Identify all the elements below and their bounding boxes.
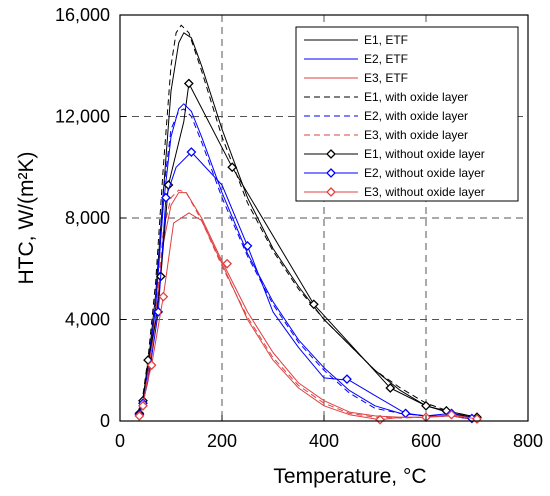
legend-label-e2-without-oxide-layer: E2, without oxide layer (364, 166, 485, 180)
y-tick-label: 16,000 (55, 5, 110, 25)
series-line (137, 32, 478, 419)
legend: E1, ETF E2, ETF E3, ETF E1, with oxide laye… (295, 26, 519, 202)
x-axis-unit: °C (403, 465, 427, 488)
legend-label-e1-with-oxide-layer: E1, with oxide layer (364, 90, 468, 104)
legend-label-e3-etf: E3, ETF (364, 71, 408, 85)
series-e2-etf (137, 103, 467, 419)
data-point-marker (186, 147, 197, 157)
legend-label-e2-etf: E2, ETF (364, 52, 408, 66)
data-point-marker (385, 383, 396, 393)
legend-label-e3-without-oxide-layer: E3, without oxide layer (364, 185, 485, 199)
data-point-marker (138, 400, 148, 411)
x-tick-label: 800 (513, 431, 543, 451)
data-point-marker (242, 240, 253, 251)
y-tick-label: 12,000 (55, 107, 110, 127)
data-point-marker (227, 162, 238, 173)
data-point-marker (342, 374, 352, 385)
y-tick-label: 0 (100, 411, 110, 431)
data-point-marker (375, 414, 386, 425)
series-group (134, 24, 482, 425)
x-tick-label: 200 (207, 431, 237, 451)
data-point-marker (158, 291, 169, 302)
data-point-marker (308, 299, 319, 310)
data-point-marker (326, 168, 336, 178)
data-point-marker (421, 400, 431, 411)
x-tick-label: 600 (411, 431, 441, 451)
y-tick-label: 4,000 (65, 310, 110, 330)
series-e2-with-oxide-layer (137, 108, 467, 419)
x-tick-label: 400 (309, 431, 339, 451)
x-axis-title: Temperature, °C (273, 465, 426, 488)
data-point-marker (446, 409, 457, 420)
y-tick-label: 8,000 (65, 208, 110, 228)
series-line (137, 103, 467, 419)
data-point-marker (146, 360, 157, 371)
y-axis-title: HTC, W/(m²K) (15, 152, 38, 285)
x-axis-title-text: Temperature, (273, 465, 403, 488)
series-e3-without-oxide-layer (134, 212, 482, 425)
data-point-marker (326, 187, 336, 197)
series-e1-with-oxide-layer (137, 24, 478, 418)
data-point-marker (326, 149, 336, 159)
data-point-marker (134, 411, 145, 421)
legend-label-e1-without-oxide-layer: E1, without oxide layer (364, 147, 485, 161)
data-point-marker (183, 78, 194, 89)
x-tick-label: 0 (115, 431, 125, 451)
legend-label-e2-with-oxide-layer: E2, with oxide layer (364, 109, 468, 123)
axis-ticks: 0 200 400 600 800 0 4,000 8,000 12,000 16,000 (55, 5, 543, 451)
legend-label-e3-with-oxide-layer: E3, with oxide layer (364, 128, 468, 142)
data-point-marker (222, 258, 233, 269)
series-line (138, 83, 478, 418)
series-line (137, 108, 467, 419)
series-e1-etf (137, 32, 478, 419)
legend-label-e1-etf: E1, ETF (364, 33, 408, 47)
series-line (137, 24, 478, 418)
data-point-marker (160, 192, 171, 203)
